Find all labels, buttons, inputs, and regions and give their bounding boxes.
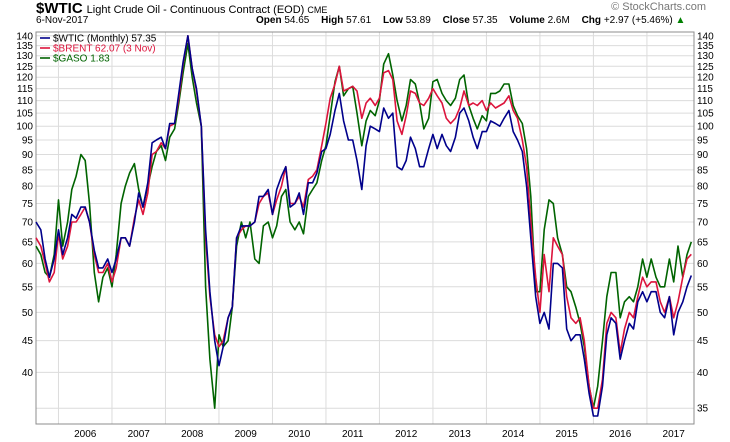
- y-tick-label-left: 95: [22, 135, 34, 146]
- y-tick-label-right: 105: [697, 109, 714, 120]
- y-tick-label-right: 75: [697, 199, 709, 210]
- y-tick-label-right: 35: [697, 404, 709, 415]
- chart-header: $WTIC Light Crude Oil - Continuous Contra…: [0, 0, 730, 30]
- open-label: Open: [256, 15, 282, 26]
- y-tick-label-right: 55: [697, 282, 709, 293]
- y-tick-label-right: 95: [697, 135, 709, 146]
- low-value: 53.89: [405, 15, 431, 26]
- exchange-label: CME: [307, 5, 328, 15]
- high-label: High: [321, 15, 344, 26]
- up-arrow-icon: ▲: [675, 15, 686, 26]
- y-tick-label-left: 85: [22, 165, 34, 176]
- ohlc-readout: Open 54.65 High 57.61 Low 53.89 Close 57…: [256, 15, 685, 26]
- open-value: 54.65: [284, 15, 310, 26]
- y-tick-label-left: 70: [22, 218, 34, 229]
- date-label: 6-Nov-2017: [36, 15, 89, 26]
- y-tick-label-left: 125: [16, 62, 33, 73]
- y-tick-label-left: 40: [22, 368, 34, 379]
- subtitle-label: Light Crude Oil - Continuous Contract (E…: [86, 4, 305, 16]
- x-tick-label: 2008: [181, 429, 204, 440]
- y-tick-label-left: 140: [16, 31, 33, 42]
- x-tick-label: 2006: [74, 429, 97, 440]
- plot-frame: [35, 31, 695, 425]
- brand-label: StockCharts.com: [622, 1, 706, 13]
- y-tick-label-right: 90: [697, 150, 709, 161]
- y-tick-label-left: 105: [16, 109, 33, 120]
- stockcharts-logo[interactable]: © StockCharts.com: [611, 1, 706, 13]
- plot-area: [36, 32, 694, 424]
- y-tick-label-right: 140: [697, 31, 714, 42]
- copyright-icon: ©: [611, 1, 620, 13]
- close-label: Close: [442, 15, 470, 26]
- legend-brent-label: $BRENT 62.07 (3 Nov): [53, 44, 156, 55]
- x-tick-label: 2014: [502, 429, 525, 440]
- x-tick-label: 2017: [663, 429, 686, 440]
- x-tick-label: 2011: [342, 429, 364, 440]
- y-tick-label-left: 50: [22, 308, 34, 319]
- x-tick-label: 2010: [288, 429, 311, 440]
- legend-gaso-label: $GASO 1.83: [53, 54, 110, 65]
- y-tick-label-left: 45: [22, 336, 34, 347]
- y-tick-label-right: 85: [697, 165, 709, 176]
- x-tick-label: 2016: [609, 429, 632, 440]
- y-tick-label-right: 100: [697, 122, 714, 133]
- y-tick-label-left: 115: [17, 84, 33, 95]
- wtic-series-line: [35, 35, 693, 417]
- y-tick-label-right: 120: [697, 73, 714, 84]
- x-tick-label: 2012: [395, 429, 418, 440]
- y-tick-label-right: 110: [697, 96, 713, 107]
- y-tick-label-left: 135: [16, 41, 33, 52]
- y-tick-label-left: 75: [22, 199, 34, 210]
- chg-value: +2.97 (+5.46%): [603, 15, 673, 26]
- y-tick-label-right: 40: [697, 368, 709, 379]
- y-tick-label-right: 115: [697, 84, 713, 95]
- brent-series-line: [35, 35, 692, 409]
- y-tick-label-right: 70: [697, 218, 709, 229]
- y-tick-label-right: 65: [697, 237, 709, 248]
- chart-title: $WTIC Light Crude Oil - Continuous Contra…: [36, 0, 327, 17]
- y-tick-label-right: 60: [697, 259, 709, 270]
- volume-value: 2.6M: [547, 15, 570, 26]
- volume-label: Volume: [509, 15, 545, 26]
- y-tick-label-left: 80: [22, 182, 34, 193]
- x-tick-label: 2009: [235, 429, 258, 440]
- chg-label: Chg: [581, 15, 602, 26]
- close-value: 57.35: [472, 15, 498, 26]
- y-tick-label-right: 135: [697, 41, 714, 52]
- y-tick-label-left: 110: [17, 96, 33, 107]
- low-label: Low: [382, 15, 403, 26]
- legend-wtic-label: $WTIC (Monthly) 57.35: [53, 34, 157, 45]
- y-tick-label-right: 125: [697, 62, 714, 73]
- x-tick-label: 2013: [449, 429, 472, 440]
- y-tick-label-left: 55: [22, 282, 34, 293]
- y-tick-label-left: 90: [22, 150, 34, 161]
- y-tick-label-right: 45: [697, 336, 709, 347]
- x-tick-label: 2007: [128, 429, 151, 440]
- x-tick-label: 2015: [556, 429, 579, 440]
- high-value: 57.61: [346, 15, 372, 26]
- y-tick-label-right: 130: [697, 51, 714, 62]
- y-tick-label-left: 65: [22, 237, 34, 248]
- y-tick-label-left: 60: [22, 259, 34, 270]
- y-tick-label-right: 80: [697, 182, 709, 193]
- y-tick-label-left: 130: [16, 51, 33, 62]
- y-tick-label-left: 100: [16, 122, 33, 133]
- y-tick-label-right: 50: [697, 308, 709, 319]
- y-tick-label-left: 120: [16, 73, 33, 84]
- symbol-label: $WTIC: [36, 0, 83, 17]
